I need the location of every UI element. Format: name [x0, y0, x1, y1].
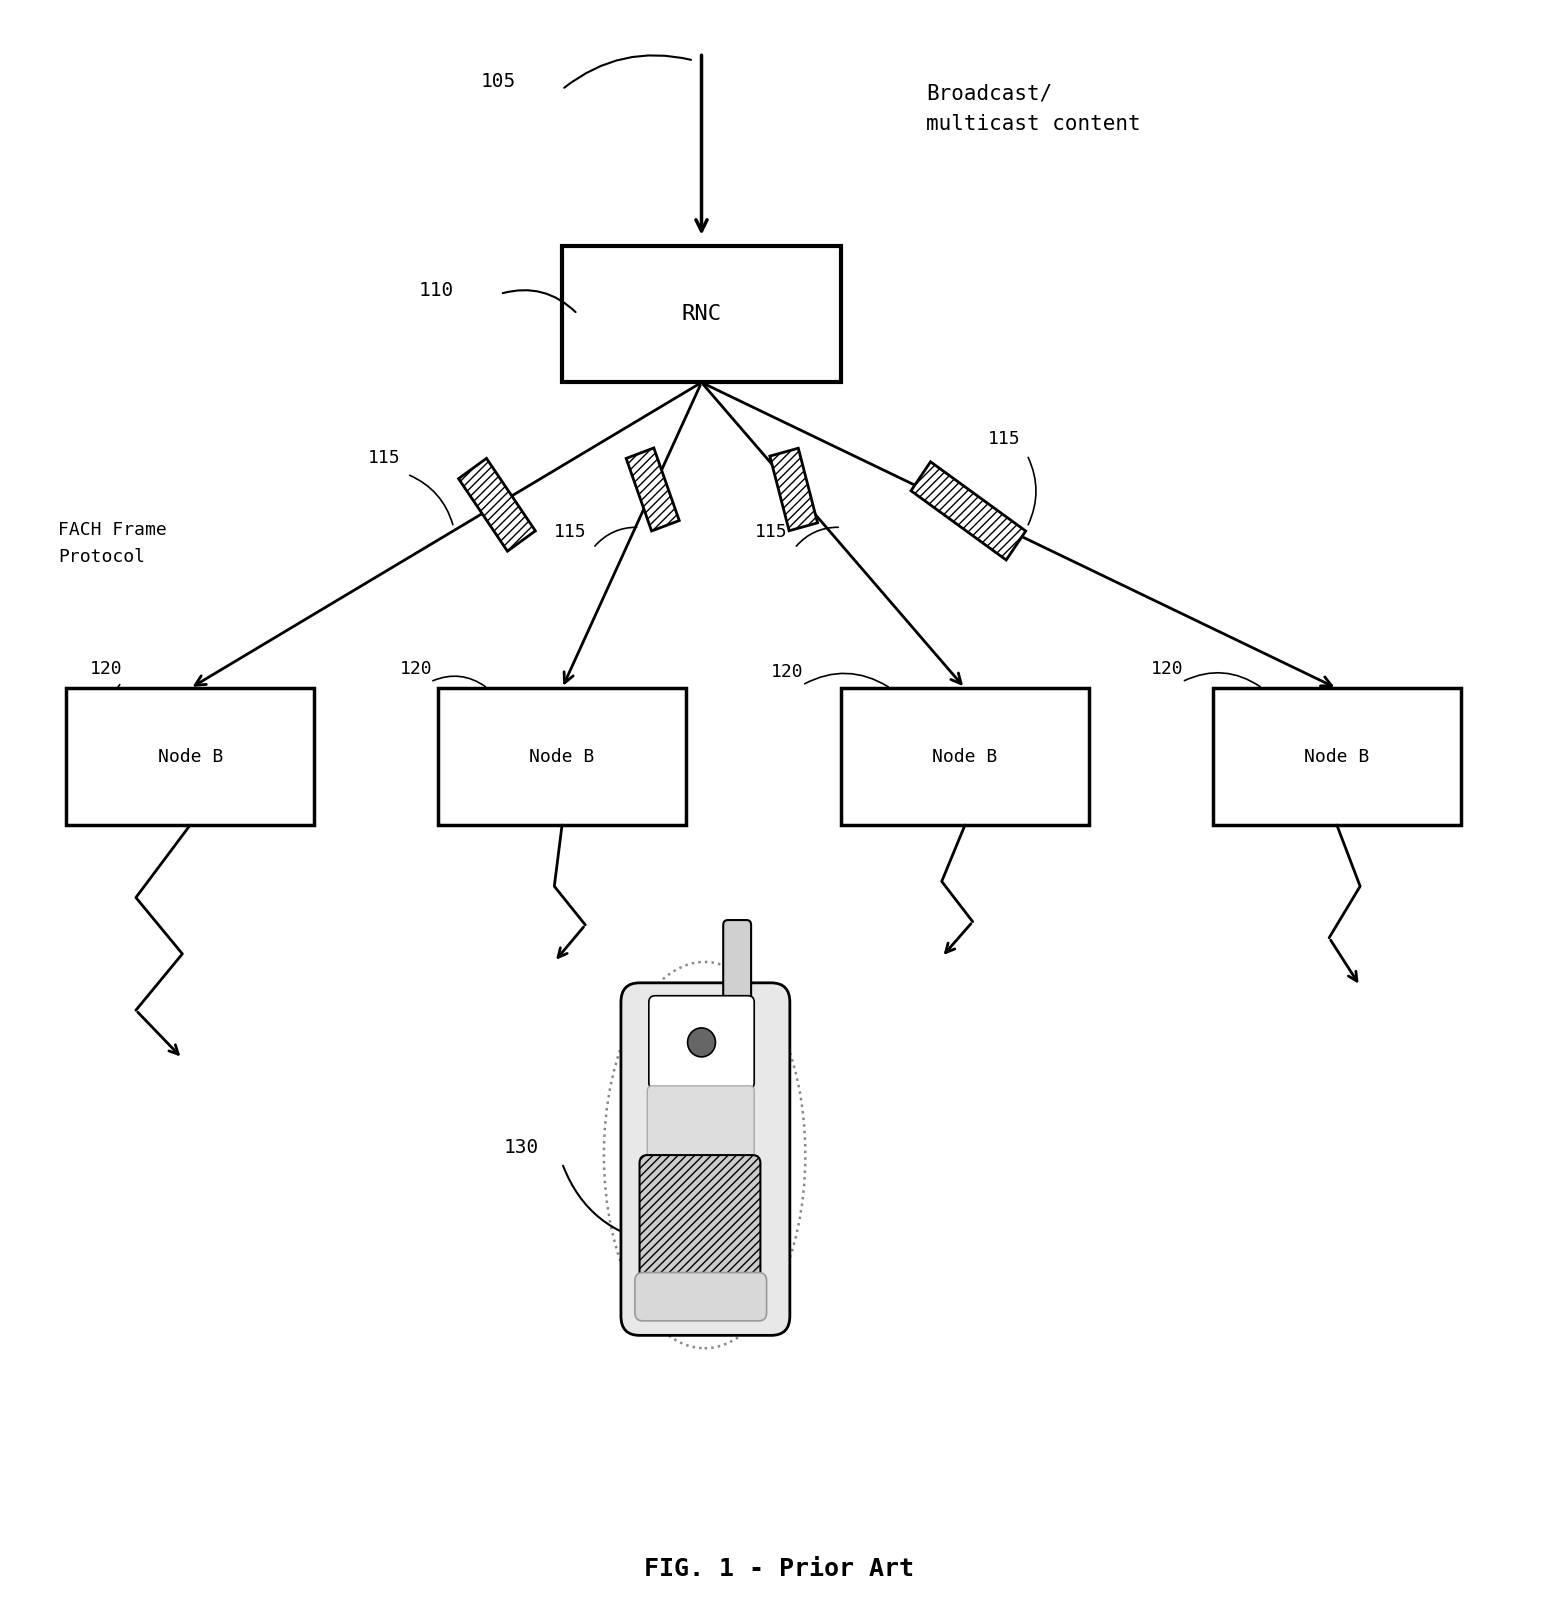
- Polygon shape: [458, 458, 536, 552]
- FancyBboxPatch shape: [622, 982, 790, 1335]
- Polygon shape: [770, 448, 818, 531]
- Text: FIG. 1 - Prior Art: FIG. 1 - Prior Art: [643, 1557, 915, 1581]
- Text: Node B: Node B: [157, 748, 223, 765]
- Bar: [65, 688, 315, 825]
- Bar: [1214, 688, 1461, 825]
- Text: Node B: Node B: [932, 748, 997, 765]
- Bar: [841, 688, 1089, 825]
- Text: FACH Frame
Protocol: FACH Frame Protocol: [58, 521, 167, 566]
- Text: 130: 130: [503, 1137, 539, 1157]
- FancyBboxPatch shape: [648, 995, 754, 1089]
- Polygon shape: [626, 448, 679, 531]
- Text: Node B: Node B: [530, 748, 595, 765]
- Text: Broadcast/
multicast content: Broadcast/ multicast content: [925, 84, 1140, 134]
- Text: 120: 120: [89, 660, 122, 678]
- FancyBboxPatch shape: [647, 1086, 754, 1160]
- Text: 115: 115: [368, 450, 400, 468]
- Text: 120: 120: [399, 660, 432, 678]
- Text: 120: 120: [1151, 660, 1184, 678]
- Polygon shape: [911, 461, 1025, 560]
- FancyBboxPatch shape: [639, 1155, 760, 1307]
- Bar: [562, 246, 841, 382]
- Text: 115: 115: [553, 523, 586, 540]
- Text: 115: 115: [756, 523, 787, 540]
- FancyBboxPatch shape: [634, 1273, 767, 1320]
- Text: 115: 115: [988, 430, 1020, 448]
- Text: Node B: Node B: [1304, 748, 1369, 765]
- Text: 105: 105: [480, 71, 516, 91]
- Text: 110: 110: [418, 282, 453, 301]
- Bar: [438, 688, 686, 825]
- Ellipse shape: [687, 1027, 715, 1057]
- Text: 120: 120: [771, 663, 804, 681]
- Text: RNC: RNC: [681, 304, 721, 324]
- FancyBboxPatch shape: [723, 921, 751, 1006]
